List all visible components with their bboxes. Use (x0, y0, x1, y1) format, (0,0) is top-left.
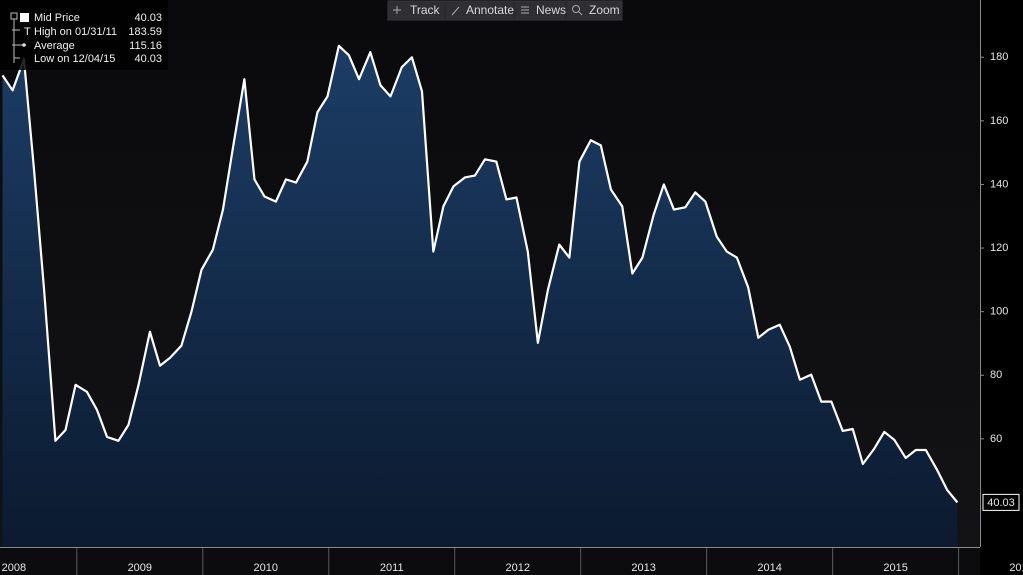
news-button[interactable]: News (515, 2, 566, 19)
x-tick-label: 2015 (883, 562, 907, 574)
x-tick-label: 2009 (128, 562, 152, 574)
x-tick-label: 2010 (254, 562, 278, 574)
button-icon (451, 6, 460, 16)
last-value-box (982, 493, 1020, 511)
zoom-button[interactable]: Zoom (567, 2, 621, 19)
y-tick-label: 100 (990, 306, 1008, 318)
area-fill (2, 45, 958, 547)
x-tick-label: 2011 (380, 562, 404, 574)
y-tick-label: 120 (990, 242, 1008, 254)
button-face (567, 2, 621, 19)
legend-swatch (20, 13, 29, 22)
legend-tree (12, 19, 26, 63)
button-label[interactable]: Annotate (466, 3, 514, 17)
legend-value: 40.03 (134, 53, 162, 65)
legend-value: 183.59 (128, 26, 162, 38)
y-tick-label: 180 (990, 51, 1008, 63)
button-icon (521, 6, 529, 14)
x-tick-label: 2008 (2, 562, 26, 574)
x-tick-label: 2012 (505, 562, 529, 574)
x-tick-label: 2013 (631, 562, 655, 574)
legend-value: 115.16 (129, 40, 162, 52)
annotate-button[interactable]: Annotate (446, 2, 514, 19)
button-face (389, 2, 444, 19)
legend-box (0, 0, 168, 70)
x-tick-label: 2014 (757, 562, 781, 574)
y-tick-label: 60 (990, 433, 1002, 445)
plot-area (1, 44, 959, 547)
y-tick-label: 140 (990, 178, 1008, 190)
button-icon (393, 6, 401, 14)
y-axis-background (980, 0, 1023, 575)
button-label[interactable]: Track (410, 3, 441, 17)
y-tick-label: 80 (990, 369, 1002, 381)
legend-label: Average (34, 40, 75, 52)
button-icon (572, 5, 580, 13)
x-axis-background (0, 547, 980, 575)
legend: T Mid Price 40.03 High on 01/31/11 183.5… (0, 0, 168, 70)
button-face (515, 2, 565, 19)
last-value-label: 40.03 (987, 497, 1015, 509)
button-face (446, 2, 513, 19)
toolbar: Track Annotate News Zoom (387, 0, 623, 21)
button-icon (578, 11, 583, 16)
x-axis: 2008 2009 2010 2011 2012 2013 2014 2015 2016 (2, 547, 1023, 575)
legend-label: Low on 12/04/15 (34, 53, 115, 65)
y-tick-label: 160 (990, 115, 1008, 127)
legend-label: High on 01/31/11 (34, 26, 117, 38)
legend-icon (22, 43, 26, 47)
x-tick-label: 2016 (1009, 562, 1023, 574)
legend-value: 40.03 (134, 12, 162, 24)
track-button[interactable]: Track (389, 2, 444, 19)
price-line (1, 44, 959, 504)
button-label[interactable]: News (536, 3, 566, 17)
legend-label: Mid Price (34, 12, 80, 24)
button-label[interactable]: Zoom (589, 3, 620, 17)
legend-icon: T (24, 26, 31, 38)
